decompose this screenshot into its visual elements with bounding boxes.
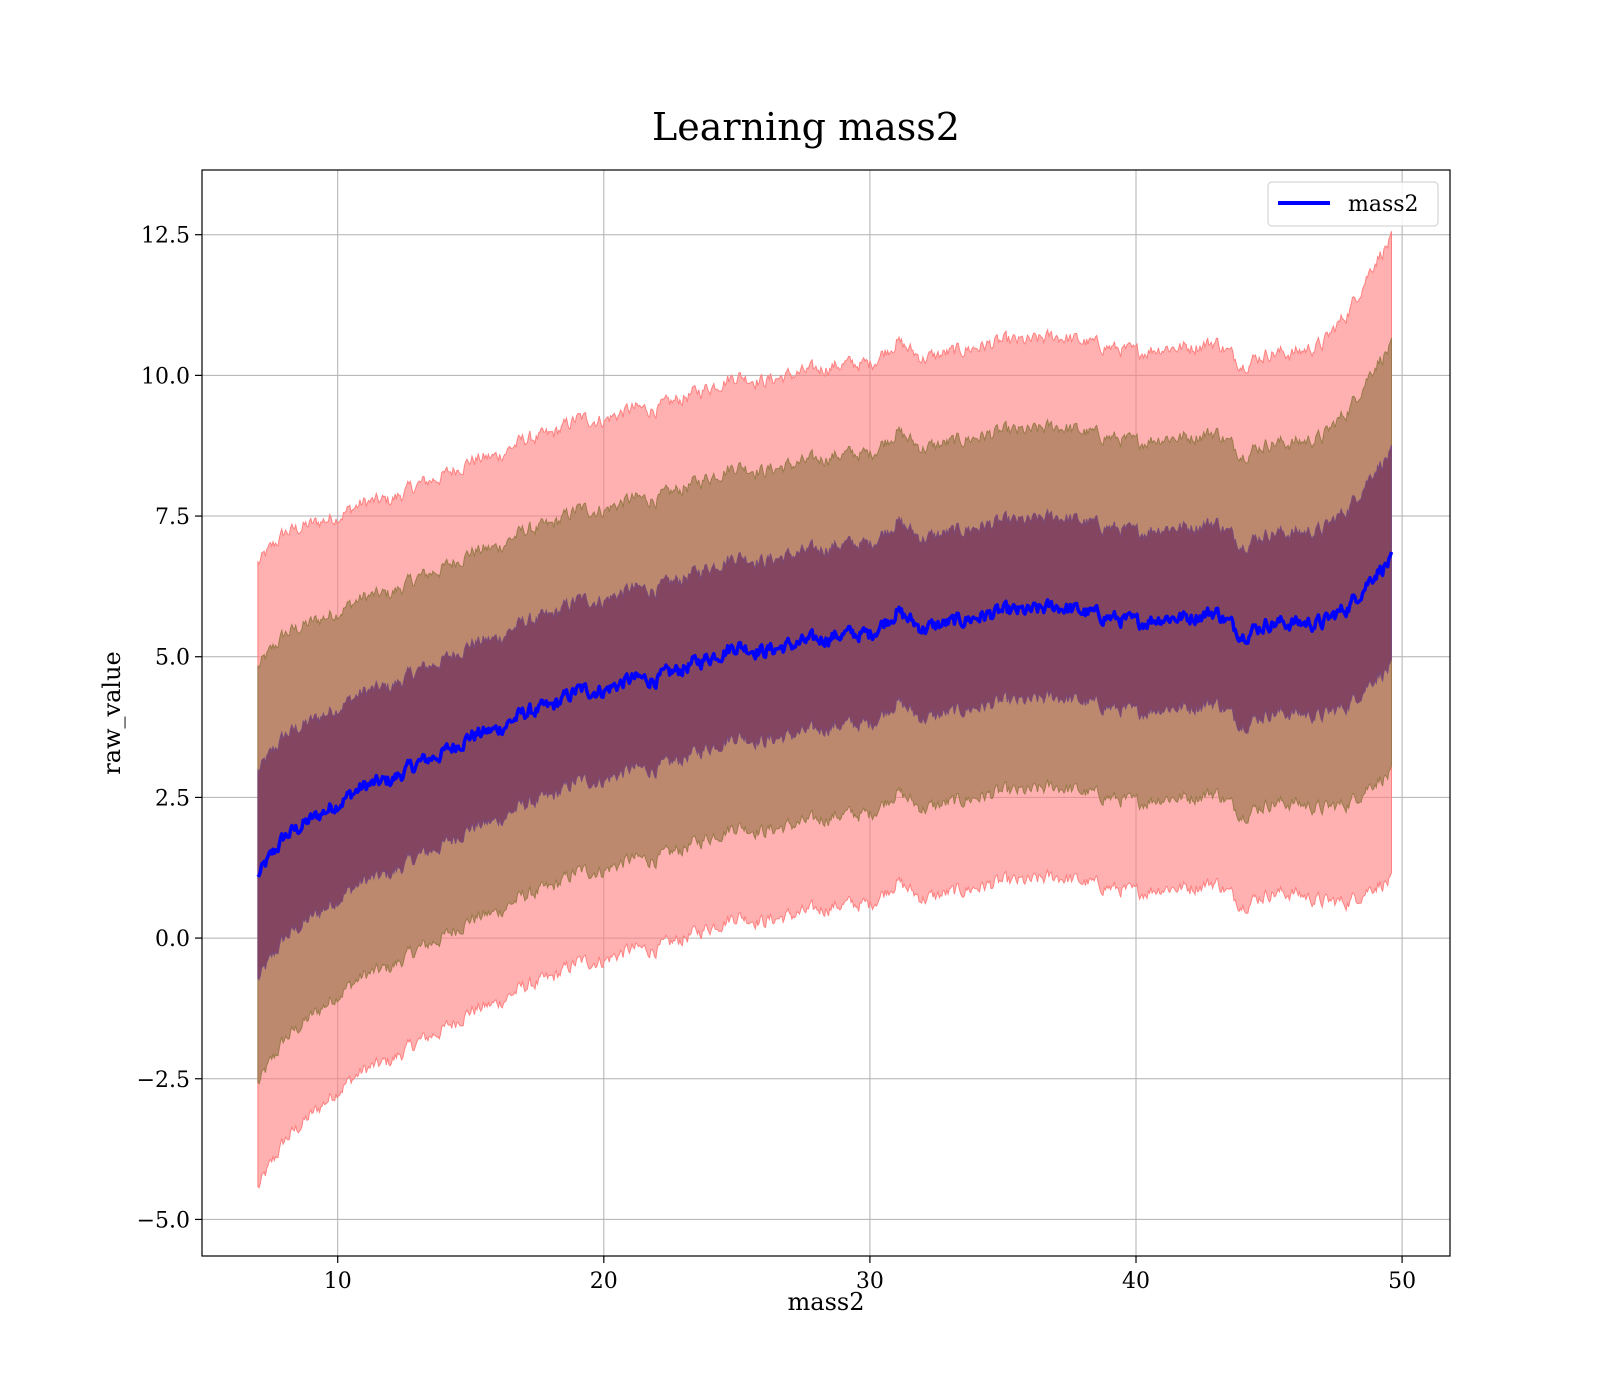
legend-entry-mass2: mass2 [1348, 192, 1419, 217]
legend-box [1267, 181, 1439, 227]
y-tick-label: 2.5 [155, 786, 190, 811]
y-tick-label: 5.0 [155, 646, 190, 671]
y-tick-label: −2.5 [137, 1068, 190, 1093]
chart-title: Learning mass2 [652, 105, 960, 149]
y-tick-label: 0.0 [155, 927, 190, 952]
uncertainty-bands [257, 231, 1392, 1189]
y-tick-label: 12.5 [141, 224, 190, 249]
plot-frame [201, 169, 1451, 1257]
y-tick-label: 7.5 [155, 505, 190, 530]
legend: mass2 [1267, 181, 1439, 227]
y-axis: 12.5 10.0 7.5 5.0 2.5 0.0 −2.5 −5.0 [137, 224, 202, 1233]
band-one-sigma [257, 444, 1392, 981]
x-tick-label: 40 [1122, 1269, 1150, 1294]
y-axis-label: raw_value [98, 651, 126, 775]
x-tick-label: 30 [856, 1269, 884, 1294]
x-tick-label: 50 [1388, 1269, 1416, 1294]
series-lines [256, 551, 1394, 878]
x-axis-label: mass2 [788, 1288, 865, 1316]
x-tick-label: 20 [590, 1269, 618, 1294]
y-tick-label: 10.0 [141, 364, 190, 389]
x-tick-label: 10 [324, 1269, 352, 1294]
series-line-mass2 [256, 551, 1394, 878]
x-axis: 10 20 30 40 50 [324, 1256, 1416, 1294]
y-tick-label: −5.0 [137, 1208, 190, 1233]
